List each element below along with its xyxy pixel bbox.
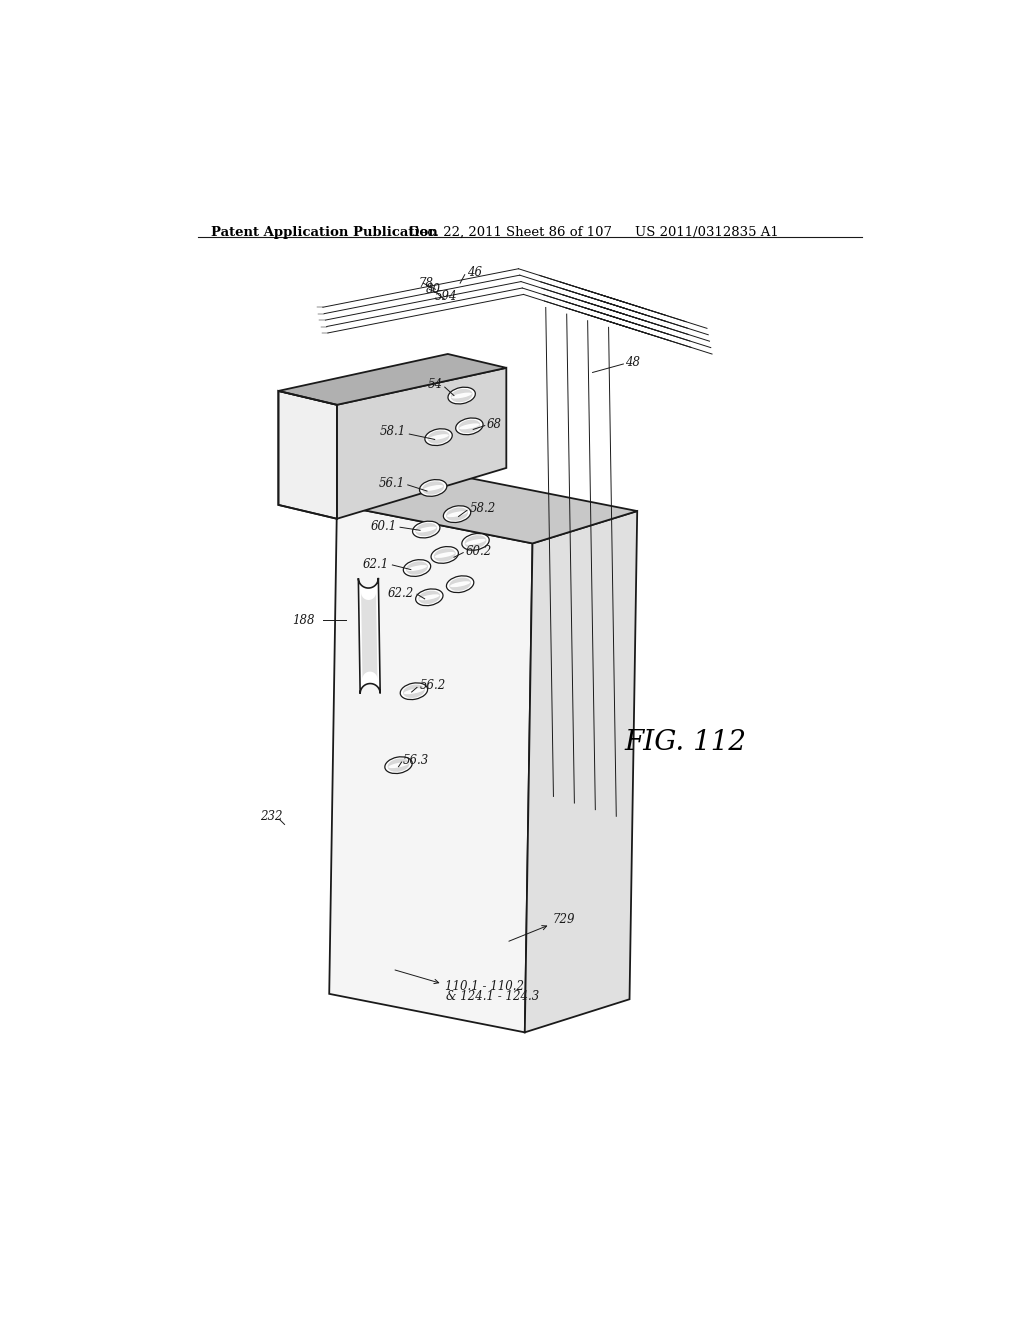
Text: 58.2: 58.2 <box>469 502 496 515</box>
Text: 56.2: 56.2 <box>419 680 445 693</box>
Ellipse shape <box>456 418 483 434</box>
Polygon shape <box>279 354 506 405</box>
Ellipse shape <box>403 560 431 577</box>
Ellipse shape <box>407 565 427 572</box>
Text: 80: 80 <box>425 282 440 296</box>
Text: Sheet 86 of 107: Sheet 86 of 107 <box>506 226 612 239</box>
Polygon shape <box>337 368 506 519</box>
Text: 54: 54 <box>427 379 442 391</box>
Ellipse shape <box>387 759 410 772</box>
Polygon shape <box>337 473 637 544</box>
Text: 56.1: 56.1 <box>379 477 404 490</box>
Text: FIG. 112: FIG. 112 <box>624 729 745 755</box>
Ellipse shape <box>459 420 480 433</box>
Ellipse shape <box>447 387 475 404</box>
Ellipse shape <box>388 762 409 768</box>
Ellipse shape <box>443 506 471 523</box>
Ellipse shape <box>465 535 486 549</box>
Ellipse shape <box>431 546 459 564</box>
Text: 46: 46 <box>467 265 482 279</box>
Text: & 124.1 - 124.3: & 124.1 - 124.3 <box>446 990 540 1003</box>
Ellipse shape <box>422 482 444 495</box>
Ellipse shape <box>465 539 485 545</box>
Text: 729: 729 <box>553 912 575 925</box>
Ellipse shape <box>403 688 424 694</box>
Polygon shape <box>358 578 380 694</box>
Ellipse shape <box>450 578 471 591</box>
Ellipse shape <box>428 430 450 444</box>
Ellipse shape <box>452 392 472 399</box>
Ellipse shape <box>459 424 479 429</box>
Ellipse shape <box>462 533 489 550</box>
Polygon shape <box>330 506 532 1032</box>
Ellipse shape <box>446 576 474 593</box>
Ellipse shape <box>416 527 436 532</box>
Ellipse shape <box>434 548 456 561</box>
Text: Dec. 22, 2011: Dec. 22, 2011 <box>410 226 502 239</box>
Ellipse shape <box>419 590 440 605</box>
Ellipse shape <box>423 484 443 491</box>
Ellipse shape <box>400 682 428 700</box>
Ellipse shape <box>425 429 453 446</box>
Ellipse shape <box>419 594 439 601</box>
Text: 110.1 - 110.2: 110.1 - 110.2 <box>444 979 523 993</box>
Ellipse shape <box>428 434 449 440</box>
Ellipse shape <box>446 511 467 517</box>
Ellipse shape <box>420 479 446 496</box>
Text: 62.1: 62.1 <box>362 557 388 570</box>
Text: Patent Application Publication: Patent Application Publication <box>211 226 438 239</box>
Ellipse shape <box>416 589 443 606</box>
Text: 60.2: 60.2 <box>466 545 492 557</box>
Ellipse shape <box>403 685 425 698</box>
Text: 60.1: 60.1 <box>371 520 397 533</box>
Text: 232: 232 <box>260 810 283 824</box>
Ellipse shape <box>385 756 413 774</box>
Ellipse shape <box>446 507 468 521</box>
Text: 56.3: 56.3 <box>403 754 429 767</box>
Polygon shape <box>361 593 378 680</box>
Text: US 2011/0312835 A1: US 2011/0312835 A1 <box>635 226 778 239</box>
Polygon shape <box>279 391 337 519</box>
Polygon shape <box>524 511 637 1032</box>
Ellipse shape <box>450 581 470 587</box>
Ellipse shape <box>407 561 428 574</box>
Text: 594: 594 <box>435 289 457 302</box>
Ellipse shape <box>451 389 473 403</box>
Text: 48: 48 <box>625 356 640 370</box>
Text: 68: 68 <box>486 417 502 430</box>
Text: 62.2: 62.2 <box>388 587 414 601</box>
Text: 188: 188 <box>292 614 314 627</box>
Text: 78: 78 <box>419 277 433 289</box>
Ellipse shape <box>413 521 440 539</box>
Ellipse shape <box>434 552 455 558</box>
Text: 58.1: 58.1 <box>380 425 407 438</box>
Ellipse shape <box>416 523 437 536</box>
